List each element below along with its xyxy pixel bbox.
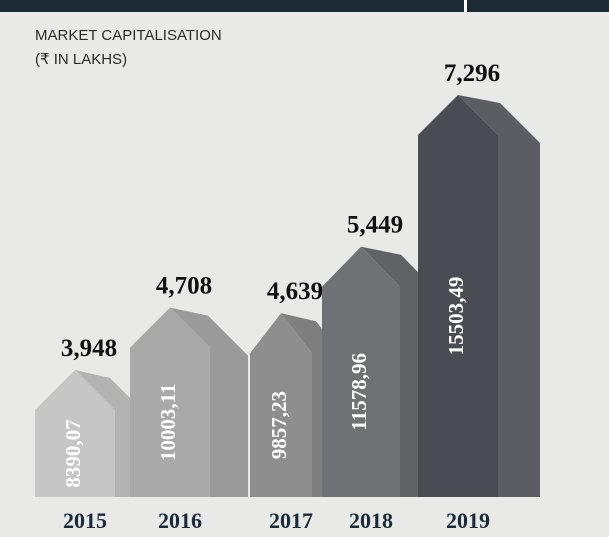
value-label: 4,639 xyxy=(267,278,323,305)
top-band xyxy=(0,0,609,12)
house-front xyxy=(35,370,115,497)
inner-value-label: 9857,23 xyxy=(267,391,291,459)
house-front xyxy=(130,307,210,497)
chart-title: MARKET CAPITALISATION xyxy=(35,27,222,44)
house-front xyxy=(322,246,400,497)
value-label: 3,948 xyxy=(61,335,117,362)
band-divider xyxy=(464,0,467,12)
x-tick-label: 2019 xyxy=(446,508,490,533)
x-tick-label: 2018 xyxy=(349,508,393,533)
inner-value-label: 8390,07 xyxy=(61,419,85,487)
house-front xyxy=(250,313,312,497)
house-side xyxy=(458,95,540,497)
value-label: 7,296 xyxy=(444,60,500,87)
house-side xyxy=(170,307,248,497)
x-tick-label: 2015 xyxy=(63,508,107,533)
inner-value-label: 10003,11 xyxy=(156,383,180,461)
value-label: 5,449 xyxy=(347,212,403,239)
house-front xyxy=(418,95,498,497)
value-label: 4,708 xyxy=(156,273,212,300)
chart-subtitle: (₹ IN LAKHS) xyxy=(35,51,127,68)
inner-value-label: 15503,49 xyxy=(444,277,468,356)
inner-value-label: 11578,96 xyxy=(347,353,371,431)
x-tick-label: 2017 xyxy=(269,508,313,533)
x-tick-label: 2016 xyxy=(158,508,202,533)
